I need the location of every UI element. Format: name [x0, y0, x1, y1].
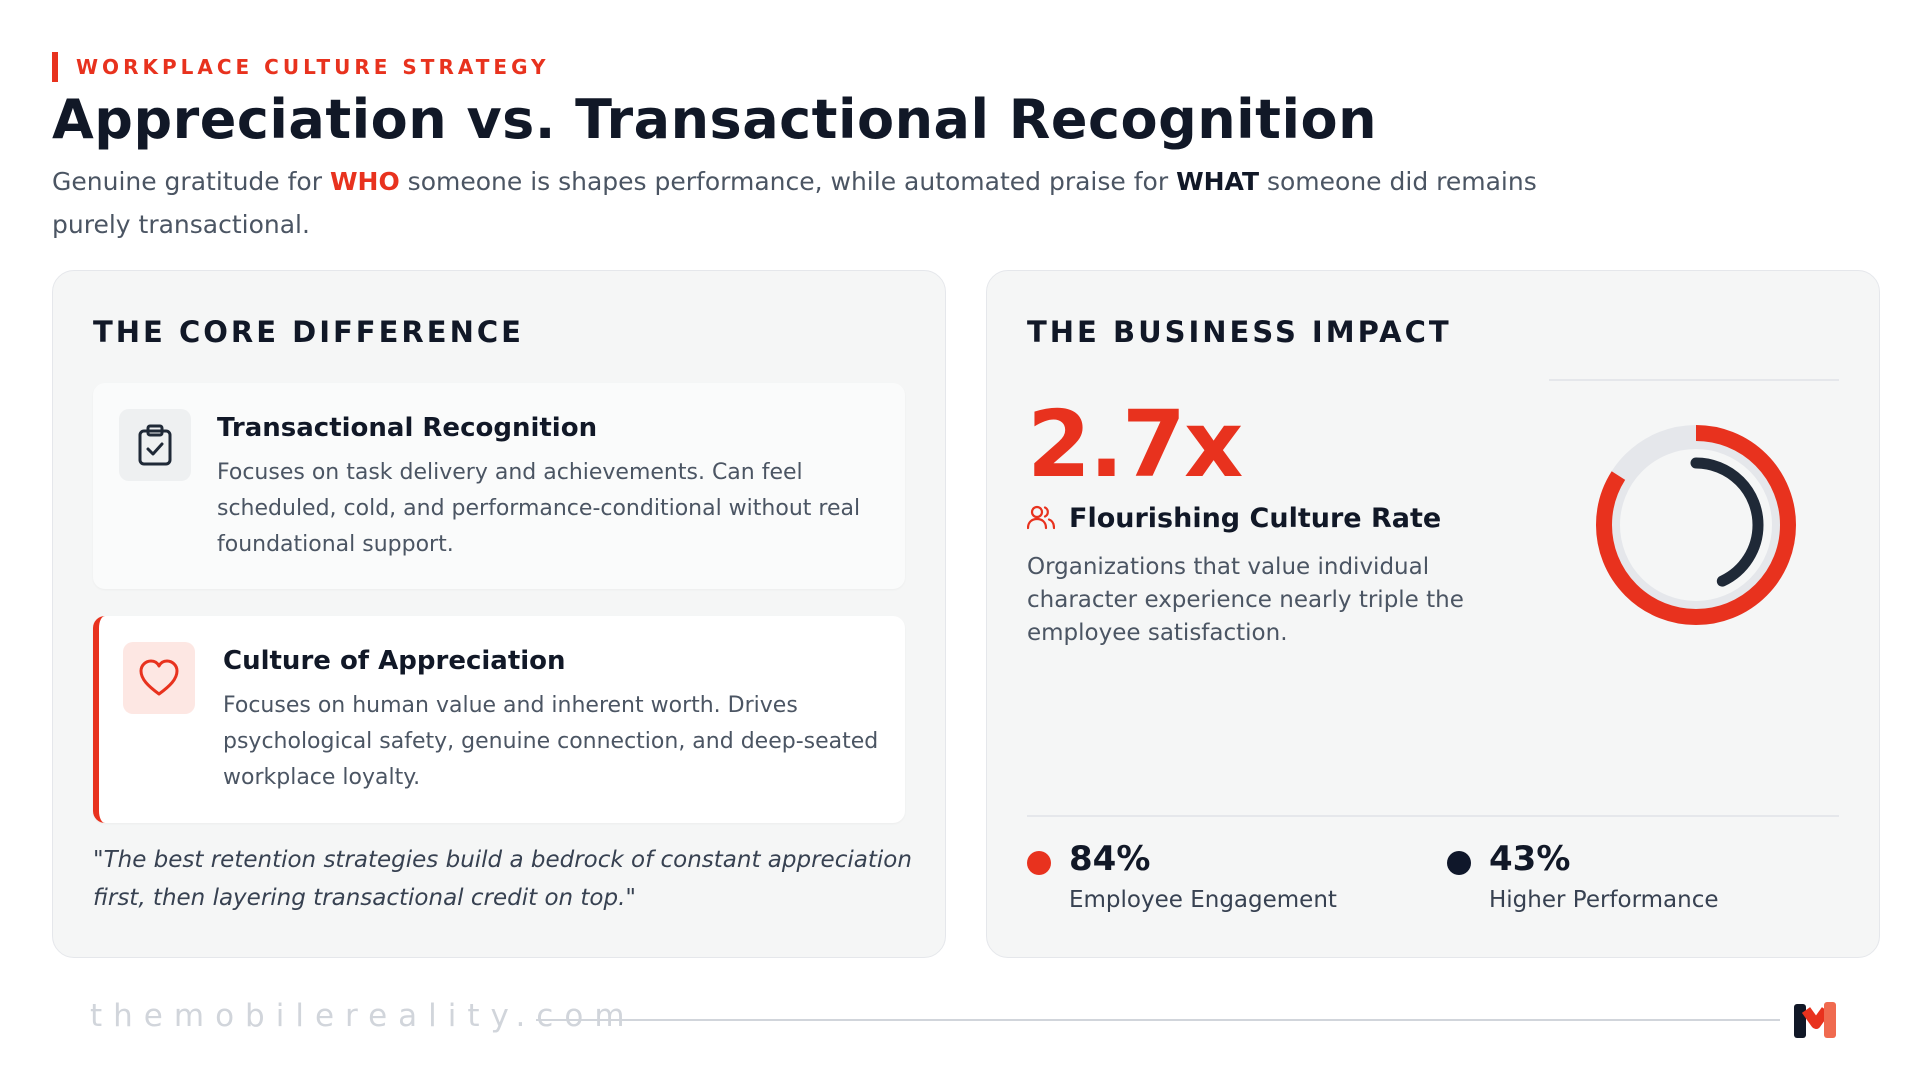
- page-subtitle: Genuine gratitude for WHO someone is sha…: [52, 160, 1582, 246]
- engagement-donut-chart: [1596, 425, 1796, 625]
- item-description: Focuses on task delivery and achievement…: [217, 460, 861, 557]
- subtitle-part-2: someone is shapes performance, while aut…: [399, 167, 1177, 196]
- metric-heading-row: Flourishing Culture Rate: [1026, 503, 1442, 534]
- transactional-recognition-item: Transactional Recognition Focuses on tas…: [93, 383, 905, 589]
- stat-label: Higher Performance: [1489, 887, 1719, 913]
- clipboard-check-icon: [119, 409, 191, 481]
- subtitle-part-3: someone did remains purely transactional…: [52, 167, 1537, 239]
- donut-outer-arc: [1596, 425, 1796, 625]
- big-stat-value: 2.7x: [1027, 391, 1243, 498]
- heart-icon: [123, 642, 195, 714]
- stat-label: Employee Engagement: [1069, 887, 1337, 913]
- culture-of-appreciation-item: Culture of Appreciation Focuses on human…: [93, 616, 905, 823]
- eyebrow-accent-bar: [52, 52, 58, 82]
- core-difference-card: THE CORE DIFFERENCE Transactional Recogn…: [52, 270, 946, 958]
- users-icon: [1026, 504, 1056, 534]
- item-title: Culture of Appreciation: [223, 646, 566, 676]
- footer-url: themobilereality.com: [90, 998, 636, 1034]
- page-title: Appreciation vs. Transactional Recogniti…: [52, 88, 1378, 151]
- stat-value: 84%: [1069, 839, 1151, 879]
- eyebrow: WORKPLACE CULTURE STRATEGY: [52, 52, 550, 82]
- item-description: Focuses on human value and inherent wort…: [223, 693, 879, 790]
- item-title: Transactional Recognition: [217, 413, 598, 443]
- business-impact-card: THE BUSINESS IMPACT 2.7x Flourishing Cul…: [986, 270, 1880, 958]
- subtitle-part-1: Genuine gratitude for: [52, 167, 330, 196]
- retention-quote: "The best retention strategies build a b…: [93, 847, 912, 911]
- footer-divider: [536, 1019, 1780, 1021]
- donut-inner-arc: [1628, 457, 1764, 593]
- business-impact-heading: THE BUSINESS IMPACT: [1027, 315, 1452, 349]
- eyebrow-text: WORKPLACE CULTURE STRATEGY: [76, 55, 550, 79]
- metric-description: Organizations that value individual char…: [1027, 554, 1464, 646]
- subtitle-what: WHAT: [1176, 167, 1260, 196]
- subtitle-who: WHO: [329, 167, 400, 196]
- legend-dot: [1027, 851, 1051, 875]
- divider: [1549, 379, 1839, 381]
- mobile-reality-logo: [1794, 1002, 1836, 1038]
- stat-value: 43%: [1489, 839, 1571, 879]
- core-difference-heading: THE CORE DIFFERENCE: [93, 315, 524, 349]
- metric-label: Flourishing Culture Rate: [1069, 503, 1442, 534]
- divider: [1027, 815, 1839, 817]
- legend-dot: [1447, 851, 1471, 875]
